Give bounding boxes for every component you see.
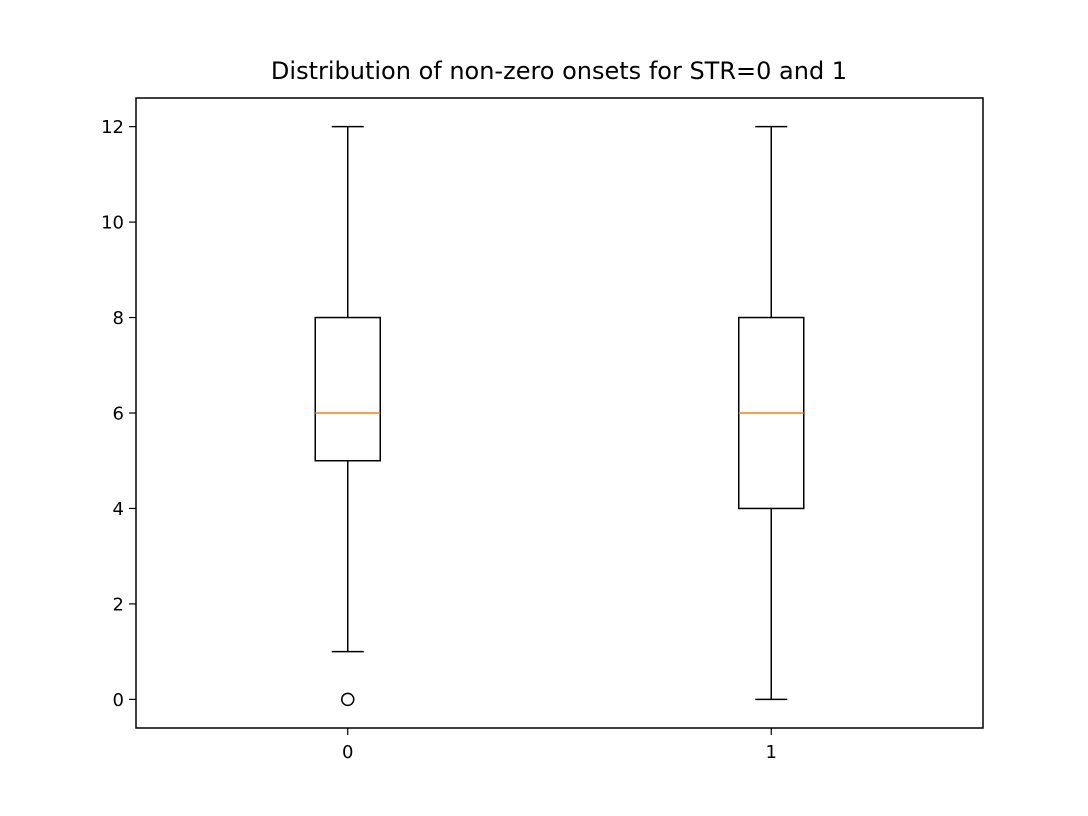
y-tick-label: 8	[113, 308, 124, 329]
y-tick-label: 4	[113, 499, 124, 520]
y-tick-label: 10	[101, 213, 124, 234]
plot-area	[314, 125, 805, 707]
x-tick-label: 1	[766, 742, 777, 763]
chart-title: Distribution of non-zero onsets for STR=…	[271, 57, 847, 85]
box-group-1	[738, 125, 805, 701]
x-tick-label: 0	[342, 742, 353, 763]
y-axis: 0 2 4 6 8 10 12	[101, 117, 136, 711]
y-tick-label: 0	[113, 690, 124, 711]
iqr-box	[314, 316, 381, 462]
outlier-point	[341, 692, 355, 707]
y-tick-label: 2	[113, 594, 124, 615]
y-tick-label: 6	[113, 404, 124, 425]
box-group-0	[314, 125, 381, 707]
y-tick-label: 12	[101, 117, 124, 138]
